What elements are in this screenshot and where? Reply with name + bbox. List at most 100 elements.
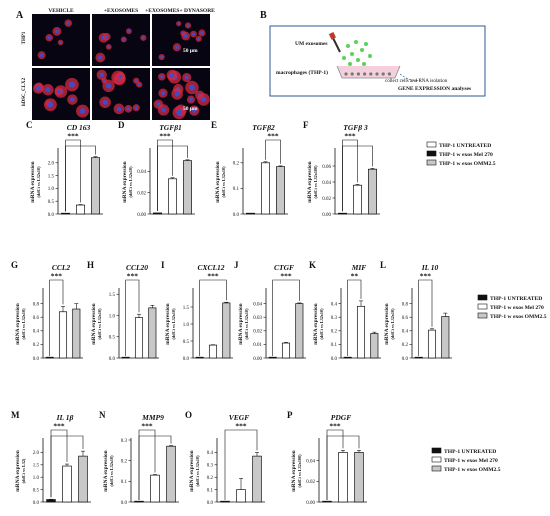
bar (338, 212, 347, 215)
plate-cell (356, 72, 360, 76)
y-tick-label: 0.0 (121, 501, 128, 506)
plate-cell (375, 72, 379, 76)
culture-plate-icon (336, 65, 401, 79)
macrophage-label: macrophages (THP-1) (276, 69, 328, 76)
nucleus-blob (98, 55, 103, 60)
y-tick-label: 2.0 (48, 162, 55, 167)
significance-label: *** (141, 422, 153, 431)
bar (150, 474, 160, 503)
y-tick-label: 1.5 (109, 293, 116, 298)
bar (148, 307, 157, 359)
nucleus-blob (176, 109, 183, 116)
legend-swatch (431, 447, 442, 454)
col-label-exosomes: +EXOSOMES (104, 8, 138, 14)
chart-m: M IL 1β mRNA expression (ddCt vs L32) 0.0 0.5… (11, 410, 91, 506)
exosome-dot (368, 54, 372, 58)
bar (356, 305, 366, 359)
chart-c: C CD 163 mRNA expression (ddCt vs L32x10) 0.… (26, 120, 103, 218)
y-axis-label: mRNA expression (91, 303, 97, 344)
chart-title: IL 1β (56, 413, 74, 422)
scalebar-label-bottom: 50 μm (183, 106, 198, 112)
panel-label: L (380, 260, 386, 270)
bar (268, 356, 277, 359)
legend-swatch (426, 141, 437, 148)
y-axis-sublabel: (ddCt vs L32x10) (195, 455, 200, 487)
exosome-dot (364, 42, 368, 46)
row-label-thp1: THP1 (22, 31, 27, 44)
chart-title: CCL2 (52, 263, 71, 272)
y-tick-label: 0.0 (109, 357, 116, 362)
y-axis-sublabel: (ddCt vs L32x10) (97, 308, 102, 340)
plate-cell (387, 72, 391, 76)
nucleus-blob (141, 36, 145, 40)
panel-label: C (26, 120, 33, 130)
nucleus-blob (183, 34, 188, 39)
collect-label: collect cells and RNA isolation (385, 79, 448, 84)
nucleus-blob (188, 84, 196, 91)
y-tick-label: 0.6 (33, 316, 40, 321)
pipette-icon (328, 32, 341, 53)
nucleus-blob (107, 45, 111, 49)
y-axis-label: mRNA expression (215, 161, 221, 202)
exosome-dot (348, 62, 352, 66)
bar (276, 166, 285, 215)
panel-label: J (234, 260, 239, 270)
y-tick-label: 1.0 (109, 314, 116, 319)
bar (46, 499, 56, 503)
y-tick-label: 0.00 (322, 213, 331, 218)
y-axis-label: mRNA expression (30, 161, 36, 202)
nucleus-blob (70, 97, 75, 102)
nucleus-blob (127, 29, 131, 33)
legend-top: THP-1 UNTREATED THP-1 w exos Mel 270 THP-1… (426, 141, 496, 167)
chart-title: TGFβ2 (252, 123, 275, 132)
y-tick-label: 0.2 (233, 162, 240, 167)
scalebar-label-top: 50 μm (183, 48, 198, 54)
y-tick-label: 0.00 (306, 501, 315, 506)
bar (338, 452, 348, 503)
significance-label: *** (420, 272, 432, 281)
legend-swatch (426, 150, 437, 157)
y-tick-label: 2.0 (33, 451, 40, 456)
chart-title: MIF (351, 263, 367, 272)
panel-label: P (287, 410, 293, 420)
y-tick-label: 0.0 (331, 357, 338, 362)
nucleus-blob (54, 29, 59, 34)
exosome-label: UM exosomes (295, 41, 328, 47)
panel-label: F (303, 120, 309, 130)
bar (168, 178, 177, 215)
y-tick-label: 0.02 (253, 330, 262, 335)
plate-cell (363, 72, 367, 76)
bar (236, 489, 246, 503)
y-tick-label: 0.0 (48, 213, 55, 218)
bar (62, 465, 72, 503)
significance-bracket (265, 139, 281, 164)
chart-l: L IL 10 mRNA expression (ddCt vs L32x10) 0.0… (380, 260, 452, 362)
plate-cell (369, 72, 373, 76)
y-tick-label: 0.0 (233, 213, 240, 218)
nucleus-blob (45, 87, 51, 93)
nucleus-blob (160, 55, 164, 59)
chart-title: CTGF (274, 263, 294, 272)
y-axis-sublabel: (ddCt vs L32x10) (221, 166, 226, 198)
chart-g: G CCL2 mRNA expression (ddCt vs L32x10) 0.0 0… (11, 260, 83, 362)
nucleus-blob (79, 108, 86, 114)
y-axis-sublabel: (ddCt vs L32x10) (244, 308, 249, 340)
y-tick-label: 0.04 (137, 170, 146, 175)
y-tick-label: 0.3 (207, 464, 214, 469)
y-axis-label: mRNA expression (313, 303, 319, 344)
nucleus-blob (197, 37, 201, 41)
y-tick-label: 0.0 (207, 501, 214, 506)
row-label-hdsc: hDSC_CLX2 (22, 77, 27, 106)
significance-bracket (157, 145, 188, 211)
significance-label: *** (51, 272, 63, 281)
bar (343, 356, 352, 359)
bar (195, 356, 204, 359)
y-axis-sublabel: (ddCt vs L32x100) (313, 165, 318, 199)
bar (153, 212, 162, 215)
y-tick-label: 0.0 (402, 357, 409, 362)
legend-label: THP-1 w exos OMM2.5 (490, 314, 547, 320)
chart-title: TGFβ1 (159, 123, 182, 132)
significance-bracket (49, 279, 64, 356)
nucleus-blob (177, 22, 180, 25)
legend-mid: THP-1 UNTREATED THP-1 w exos Mel 270 THP-1… (477, 294, 547, 320)
